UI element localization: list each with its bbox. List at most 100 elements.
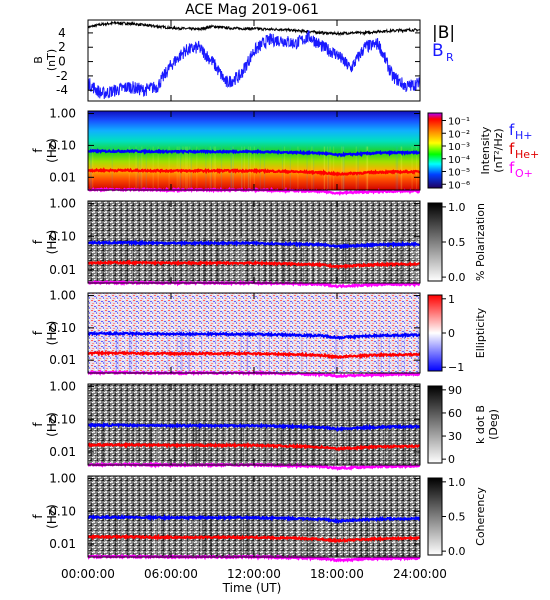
- x-tick-label: 00:00:00: [61, 567, 115, 581]
- colorbar-label: % Polarization: [474, 203, 487, 281]
- spectrogram-streak: [124, 237, 126, 283]
- spectrogram-streak: [415, 512, 417, 557]
- spectrogram-streak: [195, 420, 197, 465]
- spectrogram-streak: [355, 146, 357, 190]
- spectrogram-streak: [210, 512, 212, 557]
- spectrogram-streak: [202, 512, 204, 557]
- spectrogram-streak: [378, 237, 380, 283]
- colorbar-3: [427, 294, 443, 372]
- spectrogram-streak: [132, 237, 134, 283]
- spectrogram-streak: [187, 146, 189, 190]
- colorbar-tick-label: 10⁻³: [448, 142, 470, 153]
- spectrogram-streak: [254, 329, 256, 373]
- colorbar-tick-label: 1.0: [448, 201, 466, 214]
- colorbar-label-units: (nT²/Hz): [492, 128, 505, 172]
- colorbar-tick-label: 1.0: [448, 476, 466, 489]
- freq-tick-label: 0.01: [49, 170, 76, 184]
- spectrogram-streak: [167, 329, 169, 373]
- spectrogram-streak: [232, 146, 234, 190]
- spectrogram-streak: [135, 329, 137, 373]
- spectrogram-streak: [96, 512, 98, 557]
- spectrogram-streak: [272, 512, 274, 557]
- spectrogram-streak: [403, 329, 405, 373]
- spectrogram-streak: [417, 329, 419, 373]
- spectrogram-streak: [208, 420, 210, 465]
- spectrogram-streak: [246, 329, 248, 373]
- spectrogram-streak: [205, 512, 207, 557]
- spectrogram-streak: [256, 237, 258, 283]
- spectrogram-streak: [343, 329, 345, 373]
- spectrogram-streak: [115, 329, 117, 373]
- panel-3-f-hplus-line: [88, 330, 420, 341]
- spectrogram-streak: [339, 329, 341, 373]
- colorbar-tick-label: −1: [448, 361, 464, 374]
- spectrogram-streak: [95, 237, 97, 283]
- spectrogram-streak: [159, 512, 161, 557]
- spectrogram-streak: [388, 329, 390, 373]
- spectrogram-streak: [126, 512, 128, 557]
- spectrogram-streak: [157, 146, 159, 190]
- freq-tick-label: 1.00: [49, 289, 76, 303]
- spectrogram-streak: [241, 512, 243, 557]
- spectrogram-streak: [186, 512, 188, 557]
- spectrogram-streak: [301, 420, 303, 465]
- spectrogram-streak: [134, 420, 136, 465]
- spectrogram-streak: [190, 146, 192, 190]
- spectrogram-streak: [323, 146, 325, 190]
- spectrogram-streak: [174, 420, 176, 465]
- spectrogram-streak: [115, 512, 117, 557]
- spectrogram-streak: [336, 329, 338, 373]
- spectrogram-streak: [192, 512, 194, 557]
- spectrogram-streak: [289, 146, 291, 190]
- freq-ylabel: f: [31, 148, 45, 153]
- freq-tick-label: 0.10: [49, 504, 76, 518]
- spectrogram-streak: [280, 420, 282, 465]
- spectrogram-streak: [346, 420, 348, 465]
- colorbar-tick-label: 10⁻⁵: [448, 168, 470, 179]
- spectrogram-streak: [153, 329, 155, 373]
- colorbars-group: 10⁻¹10⁻² 10⁻³ 10⁻⁴ 10⁻⁵10⁻⁶ Intensity (nT²/Hz…: [427, 112, 505, 558]
- freq-tick-label: 1.00: [49, 472, 76, 486]
- panel-1-f-heplus-line: [88, 167, 420, 177]
- spectrogram-streak: [333, 146, 335, 190]
- spectrogram-streak: [267, 420, 269, 465]
- spectrogram-streak: [401, 146, 403, 190]
- legend-b-r-sub: R: [446, 51, 454, 64]
- spectrogram-streak: [378, 237, 380, 283]
- spectrogram-streak: [264, 237, 266, 283]
- freq-tick-label: 0.01: [49, 353, 76, 367]
- spectrogram-streak: [202, 329, 205, 373]
- spectrogram-streak: [301, 329, 303, 373]
- spectrogram-streak: [363, 237, 365, 283]
- spectrogram-streak: [335, 420, 337, 465]
- spectrogram-streak: [103, 329, 106, 373]
- spectrogram-streak: [276, 237, 278, 283]
- spectrogram-streak: [121, 420, 123, 465]
- spectrogram-streak: [366, 329, 368, 373]
- spectrogram-streak: [417, 420, 420, 465]
- spectrogram-streak: [193, 420, 195, 465]
- colorbar-label: Intensity: [479, 126, 492, 174]
- spectrogram-streak: [90, 146, 92, 190]
- spectrogram-streak: [223, 237, 225, 283]
- freq-tick-label: 0.01: [49, 537, 76, 551]
- spectrogram-streak: [413, 237, 415, 283]
- colorbar-tick-label: 10⁻¹: [448, 117, 470, 128]
- spectrogram-streak: [129, 329, 131, 373]
- spectrogram-streak: [215, 329, 217, 373]
- spectrogram-streak: [107, 420, 109, 465]
- spectrogram-streak: [267, 237, 269, 283]
- freq-ylabel: f: [31, 514, 45, 519]
- traces-group: [88, 20, 420, 563]
- spectrogram-streak: [254, 512, 256, 557]
- spectrogram-streak: [128, 146, 130, 190]
- spectrogram-streak: [269, 329, 271, 373]
- spectrogram-streak: [215, 329, 217, 373]
- spectrogram-streak: [289, 420, 291, 465]
- spectrogram-streak: [357, 146, 359, 190]
- spectrogram-streak: [181, 329, 183, 373]
- spectrogram-streak: [148, 237, 150, 283]
- spectrogram-streak: [358, 329, 360, 373]
- spectrogram-streak: [306, 329, 308, 373]
- spectrogram-streak: [295, 237, 297, 283]
